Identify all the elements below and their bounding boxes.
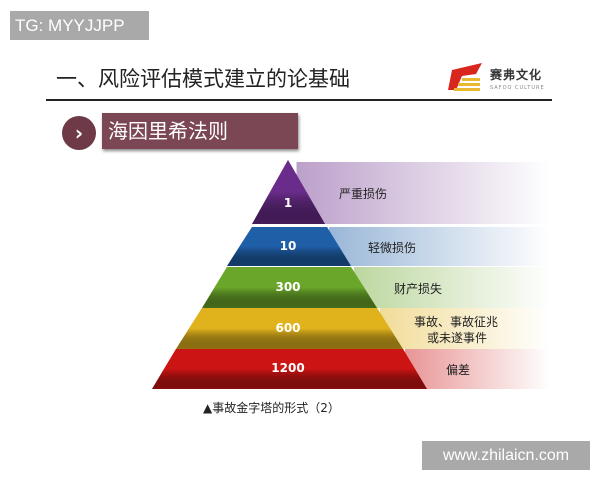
- chevron-right-icon: ›: [62, 116, 96, 150]
- pyramid-label-band: [296, 162, 550, 224]
- pyramid-label: 财产损失: [394, 281, 443, 296]
- page-title: 一、风险评估模式建立的论基础: [56, 67, 350, 91]
- pyramid-label: 轻微损伤: [368, 240, 417, 255]
- watermark-bottom: www.zhilaicn.com: [422, 441, 590, 470]
- pyramid-value: 10: [279, 238, 297, 253]
- pyramid-level-shade: [176, 308, 403, 349]
- pyramid-level-shade: [252, 160, 325, 224]
- pyramid-value: 300: [275, 279, 301, 294]
- pyramid-value: 1: [283, 196, 293, 210]
- section-heading: 海因里希法则: [102, 113, 298, 149]
- pyramid-value: 600: [275, 320, 301, 335]
- caption: ▲事故金字塔的形式（2）: [203, 401, 340, 415]
- pyramid-label-line2: 或未遂事件: [427, 330, 488, 345]
- pyramid-label-band: [354, 267, 550, 308]
- watermark-top: TG: MYYJJPP: [10, 11, 149, 40]
- pyramid-level-shade: [202, 267, 377, 308]
- pyramid-label: 严重损伤: [339, 187, 388, 201]
- pyramid-level-shade: [152, 349, 427, 389]
- logo-name: 赛弗文化: [490, 68, 543, 82]
- pyramid-level-shade: [227, 227, 351, 266]
- pyramid-label: 偏差: [446, 363, 471, 377]
- pyramid-label-band: [380, 308, 550, 349]
- logo-subtitle: SAFOO CULTURE: [490, 85, 545, 91]
- pyramid-value: 1200: [271, 361, 305, 375]
- title-divider: [46, 99, 552, 101]
- pyramid-label-band: [329, 227, 550, 266]
- pyramid-label-band: [405, 349, 550, 389]
- pyramid-label: 事故、事故征兆: [414, 314, 499, 329]
